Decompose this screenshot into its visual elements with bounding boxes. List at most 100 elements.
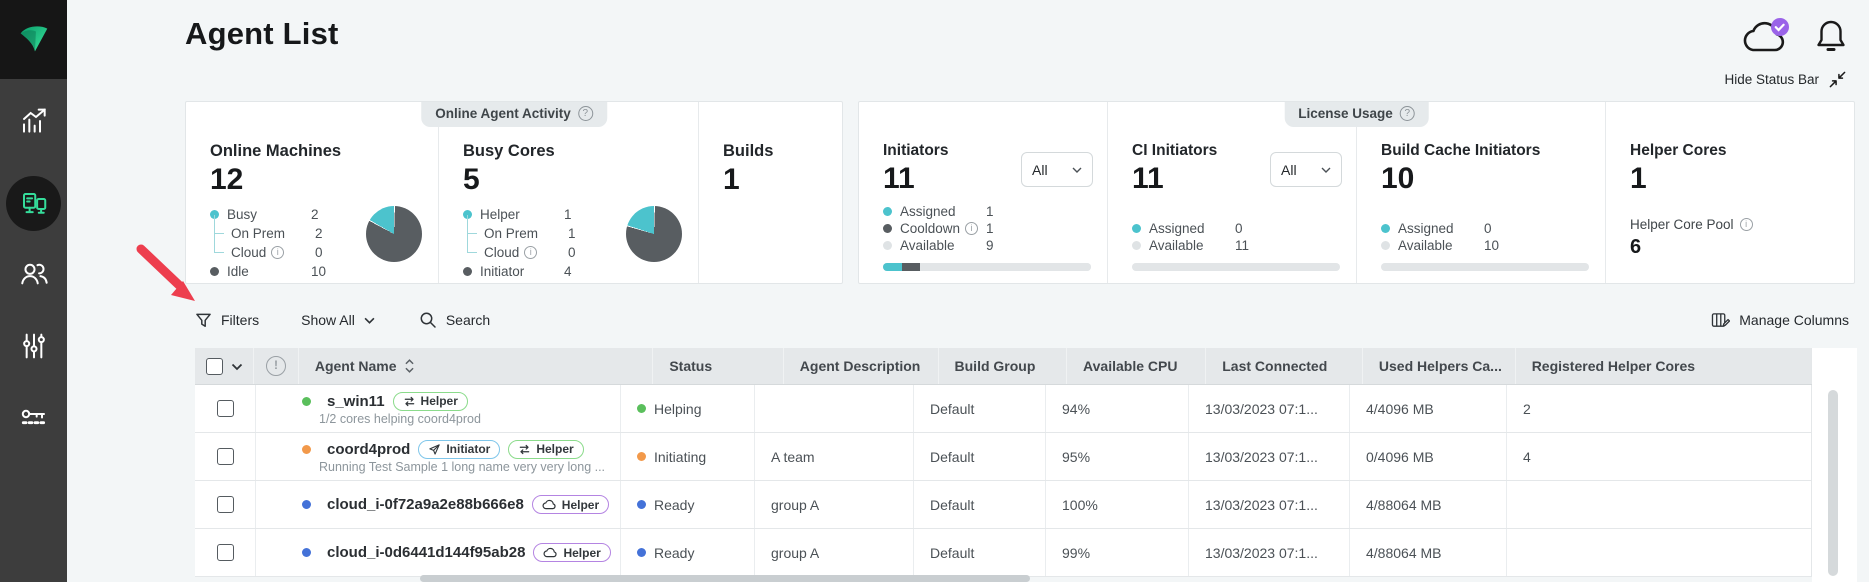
legend-value: 10 — [311, 263, 327, 279]
agent-status-dot — [302, 444, 311, 454]
info-icon[interactable]: i — [524, 245, 538, 259]
legend-dot — [210, 209, 219, 219]
status-cell: Ready — [621, 529, 755, 576]
metric-value: 10 — [1381, 162, 1415, 195]
paper-plane-icon — [429, 443, 441, 455]
help-icon[interactable]: ? — [577, 106, 593, 121]
metric-ci-initiators: CI Initiators 11 All Assigned 0 Available… — [1107, 102, 1356, 283]
legend-tree-branch — [467, 214, 478, 243]
legend-value: 10 — [1484, 238, 1500, 253]
filters-button[interactable]: Filters — [195, 312, 259, 329]
legend-value: 1 — [564, 206, 572, 222]
agent-status-dot — [302, 500, 311, 509]
metric-value: 5 — [463, 163, 480, 196]
agent-status-dot — [302, 396, 311, 406]
search-button[interactable]: Search — [419, 311, 490, 329]
agent-name: cloud_i-0f72a9a2e88b666e8 — [327, 496, 524, 513]
legend-dot — [883, 224, 892, 233]
sidebar-item-settings[interactable] — [0, 330, 67, 362]
legend-label: Cloud — [484, 244, 520, 260]
initiators-filter-select[interactable]: All — [1021, 152, 1093, 187]
legend-dot — [883, 241, 892, 250]
sliders-icon — [22, 333, 45, 359]
select-all-checkbox[interactable] — [205, 357, 223, 375]
analytics-chart-icon — [22, 108, 46, 133]
build-cache-usage-bar — [1381, 263, 1589, 271]
hide-status-bar-label: Hide Status Bar — [1724, 72, 1819, 87]
info-icon[interactable]: i — [271, 245, 285, 259]
table-toolbar: Filters Show All Search Manage Columns — [195, 303, 1849, 337]
license-key-icon — [21, 409, 46, 425]
legend-dot — [463, 209, 472, 219]
help-icon[interactable]: ? — [1399, 106, 1415, 121]
badge-label: Helper — [563, 545, 601, 560]
table-row[interactable]: coord4prod Initiator Helper Running Test… — [195, 433, 1812, 481]
metric-value: 1 — [1630, 162, 1647, 195]
app-logo[interactable] — [0, 0, 67, 79]
status-dot — [637, 452, 646, 461]
build-group-cell: Default — [914, 529, 1046, 576]
description-cell: A team — [755, 433, 914, 480]
table-row[interactable]: s_win11 Helper 1/2 cores helping coord4p… — [195, 385, 1812, 433]
metric-value: 12 — [210, 163, 244, 196]
legend-dot — [883, 207, 892, 216]
info-icon[interactable]: i — [965, 222, 979, 235]
online-agent-activity-tab: Online Agent Activity ? — [421, 102, 607, 127]
last-connected-cell: 13/03/2023 07:1... — [1189, 385, 1350, 432]
row-checkbox[interactable] — [216, 544, 234, 561]
select-menu-caret[interactable] — [231, 358, 243, 374]
alert-column-icon: ! — [266, 356, 286, 376]
header-build-group: Build Group — [939, 348, 1068, 384]
online-agent-activity-card: Online Agent Activity ? Online Machines … — [185, 101, 843, 284]
notifications-button[interactable] — [1815, 18, 1847, 61]
sidebar-item-analytics[interactable] — [0, 105, 67, 137]
horizontal-scrollbar-thumb[interactable] — [420, 575, 1030, 582]
badge-label: Helper — [561, 497, 600, 512]
column-label: Build Group — [954, 358, 1036, 374]
column-label: Available CPU — [1083, 358, 1178, 374]
legend-value: 1 — [986, 204, 994, 219]
show-all-dropdown[interactable]: Show All — [301, 312, 375, 328]
metric-legend: Assigned 0 Available 11 — [1132, 220, 1340, 271]
sort-icon[interactable] — [404, 359, 414, 373]
legend-value: 9 — [986, 238, 994, 253]
row-checkbox[interactable] — [216, 400, 234, 417]
status-dot — [637, 500, 646, 509]
sidebar-item-users[interactable] — [0, 258, 67, 290]
legend-label: On Prem — [484, 225, 539, 241]
row-checkbox[interactable] — [216, 448, 234, 465]
registered-cores-cell: 4 — [1507, 433, 1812, 480]
sidebar-item-agents-active[interactable] — [6, 176, 61, 231]
column-label: Agent Name — [314, 358, 397, 374]
metric-legend: Assigned 0 Available 10 — [1381, 220, 1589, 271]
hide-status-bar-button[interactable]: Hide Status Bar — [1724, 70, 1847, 89]
table-row[interactable]: cloud_i-0f72a9a2e88b666e8 Helper Ready g… — [195, 481, 1812, 529]
cloud-sync-button[interactable] — [1740, 17, 1792, 64]
status-dot — [637, 404, 646, 413]
table-row[interactable]: cloud_i-0d6441d144f95ab28 Helper Ready g… — [195, 529, 1812, 577]
legend-value: 2 — [315, 225, 323, 241]
collapse-icon — [1829, 71, 1846, 88]
row-checkbox[interactable] — [216, 496, 234, 513]
metric-busy-cores: Busy Cores 5 Helper 1 On Prem 1 Cloud i 0 In… — [438, 102, 698, 283]
ci-initiators-filter-select[interactable]: All — [1270, 152, 1342, 187]
metric-legend: Assigned 1 Cooldown i 1 Available 9 — [883, 203, 1091, 271]
header-agent-name[interactable]: Agent Name — [299, 348, 654, 384]
manage-columns-button[interactable]: Manage Columns — [1711, 312, 1849, 329]
initiator-badge: Initiator — [418, 439, 501, 459]
filter-funnel-icon — [196, 313, 211, 327]
legend-label: Assigned — [900, 204, 956, 219]
legend-value: 0 — [1235, 221, 1243, 236]
vertical-scrollbar-thumb[interactable] — [1828, 390, 1838, 576]
legend-value: 11 — [1235, 238, 1250, 253]
cloud-icon — [542, 499, 556, 510]
badge-label: Helper — [420, 394, 458, 408]
busy-cores-pie-chart — [626, 206, 682, 262]
info-icon[interactable]: i — [1739, 217, 1753, 231]
legend-label: Cooldown — [900, 221, 961, 236]
legend-label: Cloud — [231, 244, 267, 260]
users-icon — [20, 263, 48, 285]
sidebar-item-license[interactable] — [0, 402, 67, 434]
metric-title: Builds — [723, 142, 774, 160]
metric-title: Initiators — [883, 142, 949, 159]
